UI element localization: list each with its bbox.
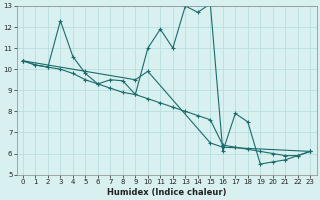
X-axis label: Humidex (Indice chaleur): Humidex (Indice chaleur) — [107, 188, 226, 197]
